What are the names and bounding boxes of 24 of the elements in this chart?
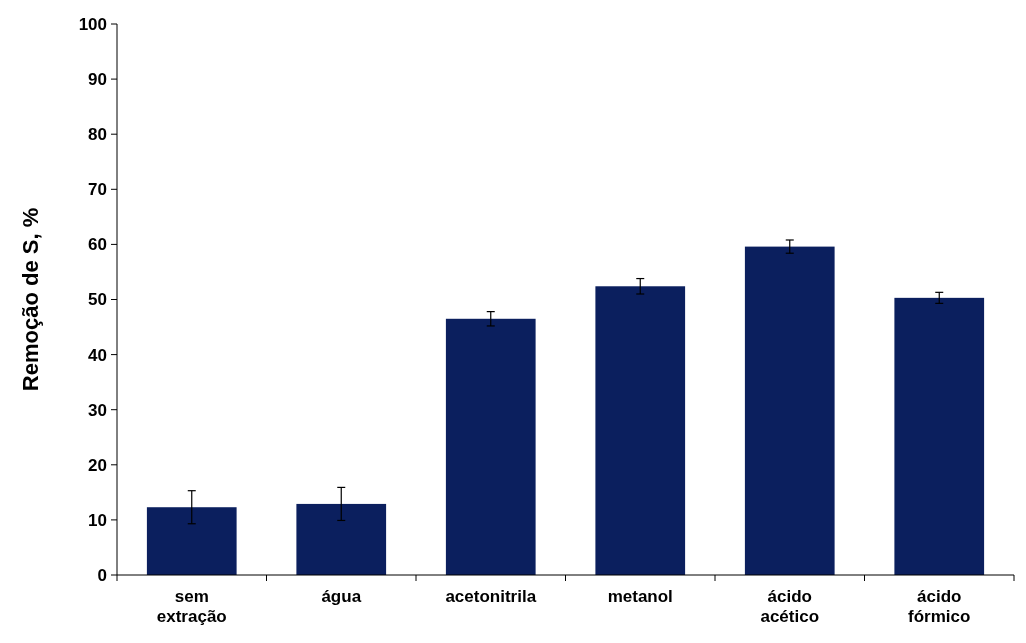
y-tick-label: 90 [88, 70, 107, 90]
x-tick-label: ácido fórmico [908, 587, 971, 626]
x-tick-label: sem extração [156, 587, 227, 626]
y-tick-label: 100 [78, 14, 107, 34]
y-tick-label: 30 [88, 400, 107, 420]
y-tick-label: 60 [88, 235, 107, 255]
y-tick-label: 40 [88, 345, 107, 365]
x-tick-label: metanol [607, 587, 673, 606]
y-tick-label: 80 [88, 125, 107, 145]
bar [744, 246, 835, 575]
x-tick-label: acetonitrila [445, 587, 537, 606]
bar [894, 297, 985, 575]
x-tick-label: ácido acético [760, 587, 820, 626]
y-tick-label: 50 [88, 290, 107, 310]
bar [595, 286, 686, 575]
bar [296, 503, 387, 575]
x-tick-label: água [321, 587, 362, 606]
y-tick-label: 0 [97, 565, 107, 585]
bar [445, 318, 536, 575]
y-tick-label: 70 [88, 180, 107, 200]
y-axis-title: Remoção de S, % [18, 207, 43, 392]
y-tick-label: 20 [88, 455, 107, 475]
bar [146, 507, 237, 575]
y-tick-label: 10 [88, 510, 107, 530]
